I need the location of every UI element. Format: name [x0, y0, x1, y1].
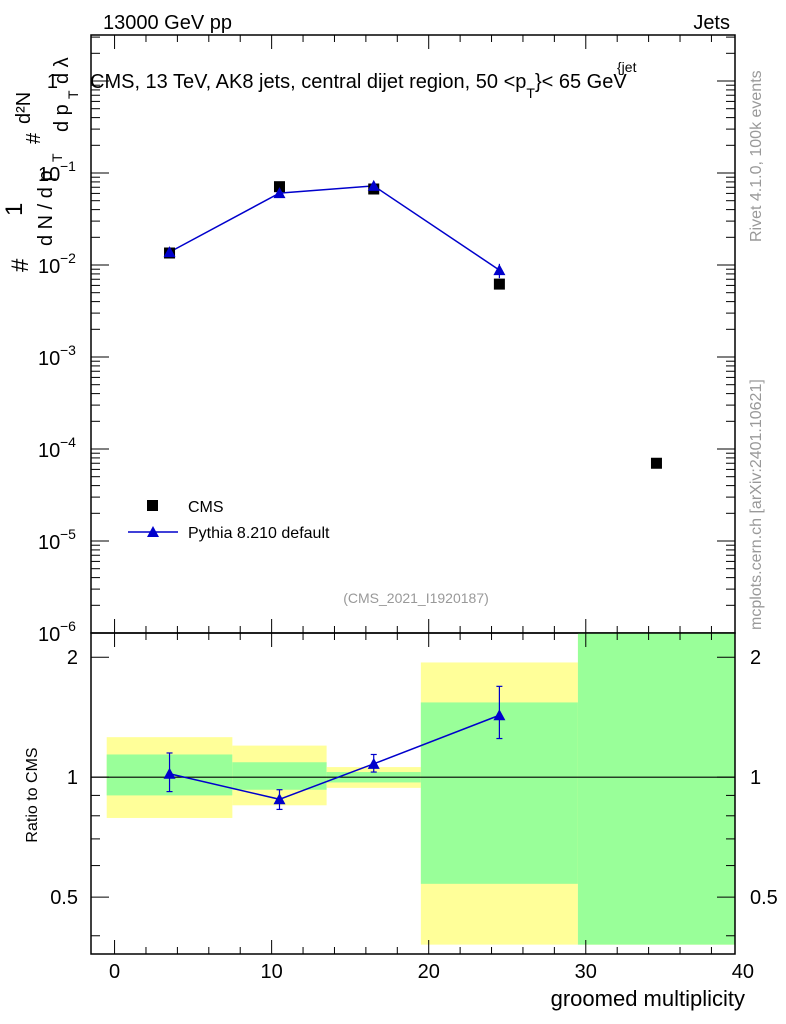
ratio-ytick-label: 1	[67, 767, 78, 789]
main-ytick-label: 10	[38, 624, 60, 646]
legend-pythia-label: Pythia 8.210 default	[188, 525, 330, 542]
main-ytick-label: 10	[38, 164, 60, 186]
main-ytick-label: 10	[38, 440, 60, 462]
ylabel-num: d²N	[13, 92, 35, 124]
main-ytick-label: 10	[38, 532, 60, 554]
ylabel-hash2: #	[23, 132, 45, 144]
main-y-tick-labels: 110−110−210−310−410−510−6	[38, 71, 76, 646]
side-label-mcplots: mcplots.cern.ch [arXiv:2401.10621]	[748, 379, 765, 630]
legend-pythia-marker	[147, 526, 159, 537]
x-tick-label: 10	[261, 961, 283, 983]
main-ytick-label-exponent: −3	[60, 342, 76, 358]
ratio-ytick-label-right: 1	[750, 767, 761, 789]
x-tick-label: 20	[418, 961, 440, 983]
x-tick-label: 30	[575, 961, 597, 983]
side-label-rivet: Rivet 4.1.0, 100k events	[748, 70, 765, 242]
header-right: Jets	[693, 12, 730, 34]
main-ytick-label-exponent: −4	[60, 434, 76, 450]
ratio-pythia-point	[273, 793, 286, 805]
ratio-ytick-label: 0.5	[50, 887, 78, 909]
main-ytick-label-exponent: −1	[60, 158, 76, 174]
legend-cms-label: CMS	[188, 499, 224, 516]
x-axis-label: groomed multiplicity	[551, 986, 745, 1011]
ratio-green-band	[577, 633, 735, 945]
main-ytick-label-exponent: −2	[60, 250, 76, 266]
main-y-axis-label: # 1 d N / d p T # d²N d p T d λ	[1, 57, 81, 272]
ratio-pythia-point	[493, 709, 506, 721]
title-end: }< 65 GeV	[535, 71, 627, 93]
pythia-point	[163, 246, 176, 258]
x-tick-labels: 0 10 20 30 40	[109, 961, 754, 983]
main-axis-ticks	[91, 35, 735, 634]
ratio-y-tick-labels: 0.5 0.5 1 1 2 2	[50, 647, 778, 909]
cms-point	[650, 457, 662, 469]
main-ytick-label: 10	[38, 256, 60, 278]
main-plot-frame	[90, 34, 736, 634]
ylabel-den: d p	[51, 104, 73, 132]
title-sup: {jet	[617, 59, 637, 75]
pythia-line	[169, 185, 500, 271]
analysis-watermark: (CMS_2021_I1920187)	[343, 590, 489, 606]
ratio-ytick-label: 2	[67, 647, 78, 669]
header-left: 13000 GeV pp	[103, 12, 232, 34]
main-ytick-label: 1	[47, 71, 58, 93]
pythia-point	[273, 187, 286, 199]
pythia-point	[367, 179, 380, 191]
ratio-pythia-point	[163, 767, 176, 779]
ratio-pythia-point	[367, 757, 380, 769]
ylabel-hash1: #	[7, 258, 34, 272]
ylabel-t1: T	[49, 153, 65, 162]
plot-title: CMS, 13 TeV, AK8 jets, central dijet reg…	[90, 71, 627, 101]
ratio-ytick-label-right: 2	[750, 647, 761, 669]
ratio-ytick-label-right: 0.5	[750, 887, 778, 909]
legend: CMS Pythia 8.210 default	[128, 499, 330, 542]
ratio-bands-layer	[106, 633, 735, 945]
title-sub: T	[526, 85, 535, 101]
main-ytick-label-exponent: −5	[60, 526, 76, 542]
cms-point	[493, 278, 505, 290]
ratio-axis-ticks	[91, 633, 735, 954]
x-tick-label: 0	[109, 961, 120, 983]
ratio-pythia-line	[169, 714, 500, 801]
ratio-plot-frame	[90, 632, 736, 955]
pythia-point	[493, 264, 506, 276]
ratio-y-axis-label: Ratio to CMS	[24, 747, 41, 842]
main-ytick-label: 10	[38, 348, 60, 370]
legend-cms-marker	[147, 500, 158, 511]
ylabel-dn: d N / d p	[35, 170, 57, 246]
ratio-data-layer	[163, 685, 506, 811]
ylabel-lam: d λ	[51, 57, 73, 84]
main-ytick-label-exponent: −6	[60, 618, 76, 634]
ratio-green-band	[232, 762, 327, 790]
main-data-layer	[163, 179, 662, 469]
title-main: CMS, 13 TeV, AK8 jets, central dijet reg…	[90, 71, 526, 93]
ylabel-one: 1	[1, 203, 28, 216]
ylabel-t2: T	[65, 90, 81, 99]
x-tick-label: 40	[732, 961, 754, 983]
cms-point	[273, 181, 285, 193]
